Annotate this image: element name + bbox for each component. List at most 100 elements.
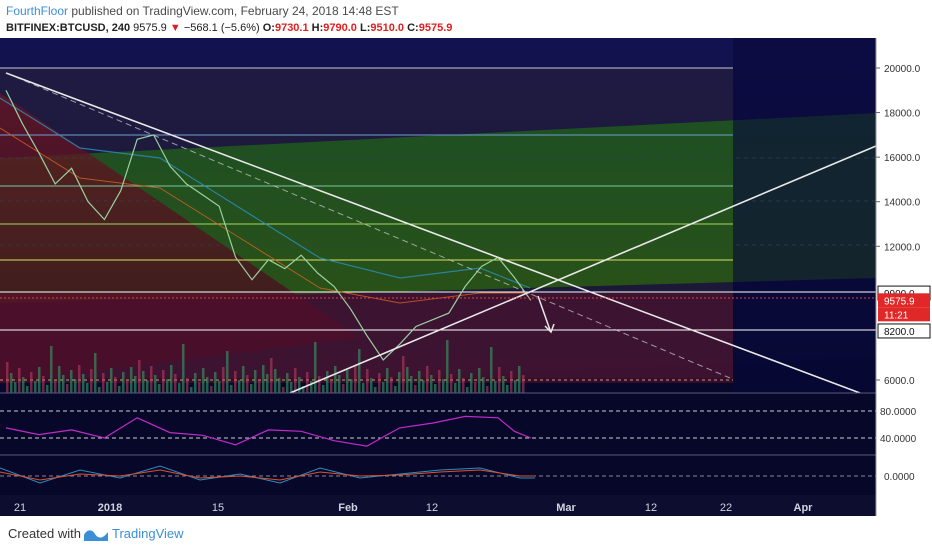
open-label: O: xyxy=(262,22,275,34)
time-axis[interactable] xyxy=(0,495,876,516)
volume-bar xyxy=(470,373,473,393)
volume-bar xyxy=(38,367,41,393)
time-tick-label: Feb xyxy=(338,502,358,514)
price-series-line xyxy=(5,90,532,361)
volume-bar xyxy=(370,378,373,393)
volume-bar xyxy=(262,365,265,393)
volume-bar xyxy=(202,368,205,393)
volume-bar xyxy=(390,377,393,393)
volume-bar xyxy=(70,370,73,393)
volume-bar xyxy=(246,375,249,393)
red-zone xyxy=(0,293,733,383)
volume-bar xyxy=(134,376,137,393)
volume-bar xyxy=(454,383,457,393)
volume-bar xyxy=(102,373,105,393)
volume-bar xyxy=(82,374,85,393)
macd-tick-label: 0.0000 xyxy=(884,472,915,483)
volume-bar xyxy=(378,373,381,393)
rsi-tick-label: 80.0000 xyxy=(880,407,917,418)
volume-bar xyxy=(238,380,241,393)
volume-bar xyxy=(434,384,437,393)
volume-bar xyxy=(354,365,357,393)
price-tick-label: 6000.0 xyxy=(884,376,915,387)
volume-bar xyxy=(518,366,521,393)
time-tick-label: 12 xyxy=(426,502,438,514)
footer: Created with TradingView xyxy=(0,516,932,550)
volume-bar xyxy=(474,382,477,393)
last-price: 9575.9 xyxy=(133,22,167,34)
volume-bars xyxy=(6,340,525,393)
projection-arrow xyxy=(537,295,551,331)
volume-bar xyxy=(330,380,333,393)
volume-bar xyxy=(6,362,9,393)
price-axis[interactable] xyxy=(876,38,932,516)
volume-bar xyxy=(302,386,305,393)
volume-bar xyxy=(450,374,453,393)
ascending-trendline[interactable] xyxy=(289,145,877,394)
rsi-tick-label: 40.0000 xyxy=(880,434,917,445)
ohlc-line: BITFINEX:BTCUSD, 240 9575.9 ▼ −568.1 (−5… xyxy=(6,22,452,34)
volume-bar xyxy=(422,380,425,393)
volume-bar xyxy=(114,377,117,393)
tradingview-brand-link[interactable]: TradingView xyxy=(112,526,184,541)
volume-bar xyxy=(266,374,269,393)
volume-bar xyxy=(78,365,81,393)
volume-bar xyxy=(382,382,385,393)
volume-bar xyxy=(490,347,493,393)
volume-bar xyxy=(350,379,353,393)
volume-bar xyxy=(398,372,401,393)
volume-bar xyxy=(334,366,337,393)
volume-bar xyxy=(462,378,465,393)
volume-bar xyxy=(466,387,469,393)
volume-bar xyxy=(438,370,441,393)
author-link[interactable]: FourthFloor xyxy=(6,4,69,18)
volume-bar xyxy=(106,382,109,393)
volume-bar xyxy=(90,369,93,393)
time-tick-label: 22 xyxy=(720,502,732,514)
ma-blue-line xyxy=(0,97,531,289)
projection-area xyxy=(733,38,876,393)
volume-bar xyxy=(402,356,405,393)
volume-bar xyxy=(310,381,313,393)
volume-bar xyxy=(170,365,173,393)
volume-bar xyxy=(298,377,301,393)
volume-bar xyxy=(414,385,417,393)
volume-bar xyxy=(442,379,445,393)
volume-bar xyxy=(226,351,229,393)
descending-trendline[interactable] xyxy=(5,72,861,394)
volume-bar xyxy=(358,349,361,393)
volume-bar xyxy=(326,371,329,393)
ma-orange-line xyxy=(0,127,530,304)
volume-bar xyxy=(306,372,309,393)
volume-bar xyxy=(190,387,193,393)
symbol-label[interactable]: BITFINEX:BTCUSD, 240 xyxy=(6,22,131,34)
arrowhead-icon xyxy=(544,323,555,334)
volume-bar xyxy=(14,382,17,393)
tradingview-logo-icon[interactable] xyxy=(84,527,108,541)
volume-bar xyxy=(314,342,317,393)
price-tick-label: 20000.0 xyxy=(884,64,921,75)
volume-bar xyxy=(166,379,169,393)
volume-bar xyxy=(394,386,397,393)
volume-bar xyxy=(86,383,89,393)
volume-bar xyxy=(406,367,409,393)
volume-bar xyxy=(294,368,297,393)
volume-bar xyxy=(482,377,485,393)
volume-bar xyxy=(210,386,213,393)
price-tick-label: 16000.0 xyxy=(884,153,921,164)
rsi-pane-bg xyxy=(0,393,876,455)
published-text: published on TradingView.com, February 2… xyxy=(71,4,399,18)
volume-bar xyxy=(218,381,221,393)
price-axis-ticks: 20000.0 18000.0 16000.0 14000.0 12000.0 6000.… xyxy=(876,64,921,387)
volume-bar xyxy=(46,385,49,393)
price-tick-label: 14000.0 xyxy=(884,198,921,209)
chart-canvas[interactable]: 21 2018 15 Feb 12 Mar 12 22 Apr 20000.0 18000.0 16… xyxy=(0,38,932,516)
volume-bar xyxy=(458,369,461,393)
volume-bar xyxy=(182,344,185,393)
volume-bar xyxy=(278,378,281,393)
low-value: 9510.0 xyxy=(370,22,405,34)
volume-bar xyxy=(254,370,257,393)
volume-bar xyxy=(186,378,189,393)
volume-bar xyxy=(206,377,209,393)
volume-bar xyxy=(58,366,61,393)
